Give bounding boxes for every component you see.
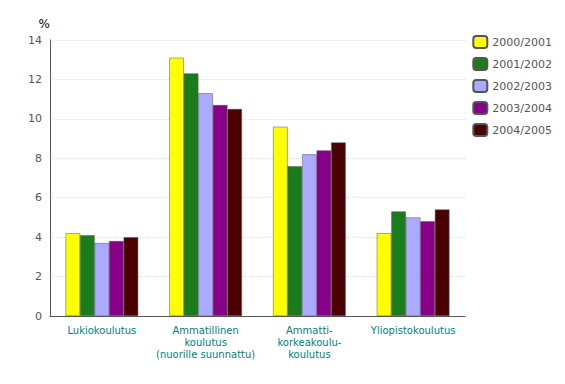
svg-text:6: 6 bbox=[35, 191, 42, 204]
svg-text:2003/2004: 2003/2004 bbox=[492, 102, 552, 115]
svg-text:Yliopistokoulutus: Yliopistokoulutus bbox=[370, 325, 456, 336]
svg-text:koulutus: koulutus bbox=[184, 337, 226, 348]
svg-text:10: 10 bbox=[28, 112, 42, 125]
svg-text:12: 12 bbox=[28, 73, 42, 86]
svg-text:Ammatillinen: Ammatillinen bbox=[172, 325, 238, 336]
svg-text:Ammatti-: Ammatti- bbox=[286, 325, 333, 336]
svg-text:0: 0 bbox=[35, 310, 42, 323]
svg-text:4: 4 bbox=[35, 231, 42, 244]
svg-text:2001/2002: 2001/2002 bbox=[492, 58, 552, 71]
svg-text:2000/2001: 2000/2001 bbox=[492, 36, 552, 49]
svg-text:14: 14 bbox=[28, 34, 42, 47]
svg-text:2002/2003: 2002/2003 bbox=[492, 80, 552, 93]
svg-text:korkeakoulu-: korkeakoulu- bbox=[277, 337, 341, 348]
svg-text:koulutus: koulutus bbox=[288, 349, 330, 360]
svg-text:Lukiokoulutus: Lukiokoulutus bbox=[67, 325, 136, 336]
svg-text:2004/2005: 2004/2005 bbox=[492, 124, 552, 137]
svg-text:2: 2 bbox=[35, 270, 42, 283]
svg-text:%: % bbox=[39, 17, 50, 31]
svg-text:8: 8 bbox=[35, 152, 42, 165]
svg-text:(nuorille suunnattu): (nuorille suunnattu) bbox=[156, 349, 255, 360]
